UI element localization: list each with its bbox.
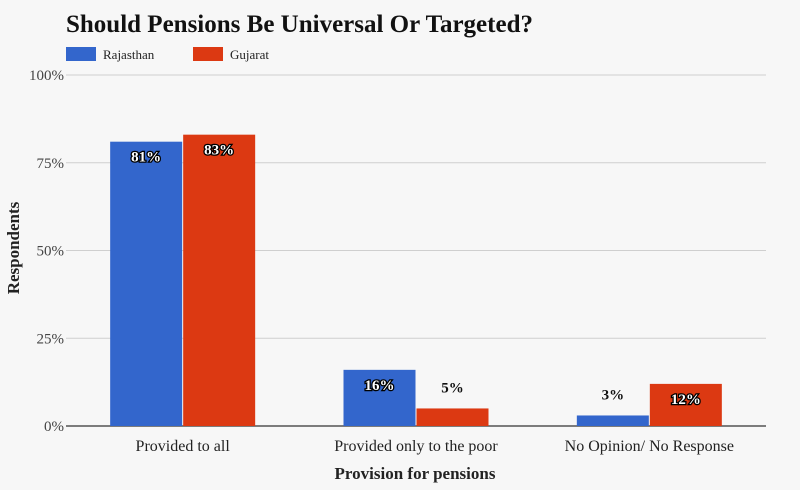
data-label-rajasthan-provided-to-all: 81% (131, 150, 161, 166)
legend: Rajasthan Gujarat (66, 47, 269, 62)
y-axis-ticks: 0% 25% 50% 75% 100% (29, 68, 64, 435)
x-axis-title: Provision for pensions (335, 464, 496, 483)
y-axis-title: Respondents (4, 201, 23, 294)
bar-rajasthan-provided-to-all (110, 141, 183, 426)
x-tick-label: No Opinion/ No Response (565, 438, 734, 455)
legend-label-rajasthan: Rajasthan (103, 47, 155, 62)
legend-swatch-gujarat (193, 47, 223, 61)
legend-label-gujarat: Gujarat (230, 47, 269, 62)
bars (110, 134, 722, 427)
data-label-gujarat-provided-to-all: 83% (204, 143, 234, 159)
bar-rajasthan-no-opinion-no-response (576, 415, 649, 426)
y-tick-label: 0% (44, 419, 64, 435)
gridlines (66, 74, 766, 427)
bar-gujarat-provided-to-all (183, 134, 256, 427)
y-tick-label: 100% (29, 68, 64, 84)
data-label-gujarat-provided-only-to-the-poor: 5% (441, 380, 464, 396)
x-axis-categories: Provided to all Provided only to the poor… (136, 438, 734, 455)
legend-swatch-rajasthan (66, 47, 96, 61)
x-tick-label: Provided only to the poor (334, 438, 498, 455)
y-tick-label: 25% (37, 331, 65, 347)
y-tick-label: 50% (37, 244, 65, 260)
bar-rajasthan-provided-only-to-the-poor (343, 369, 416, 426)
data-label-rajasthan-provided-only-to-the-poor: 16% (365, 378, 395, 394)
x-tick-label: Provided to all (136, 438, 231, 455)
data-label-rajasthan-no-opinion-no-response: 3% (602, 387, 625, 403)
data-label-gujarat-no-opinion-no-response: 12% (671, 392, 701, 408)
chart-title: Should Pensions Be Universal Or Targeted… (66, 11, 533, 38)
bar-gujarat-no-opinion-no-response (649, 383, 722, 426)
data-labels: 81% 83% 16% 5% 3% 12% (130, 141, 702, 409)
bar-gujarat-provided-only-to-the-poor (416, 408, 489, 426)
y-tick-label: 75% (37, 156, 65, 172)
